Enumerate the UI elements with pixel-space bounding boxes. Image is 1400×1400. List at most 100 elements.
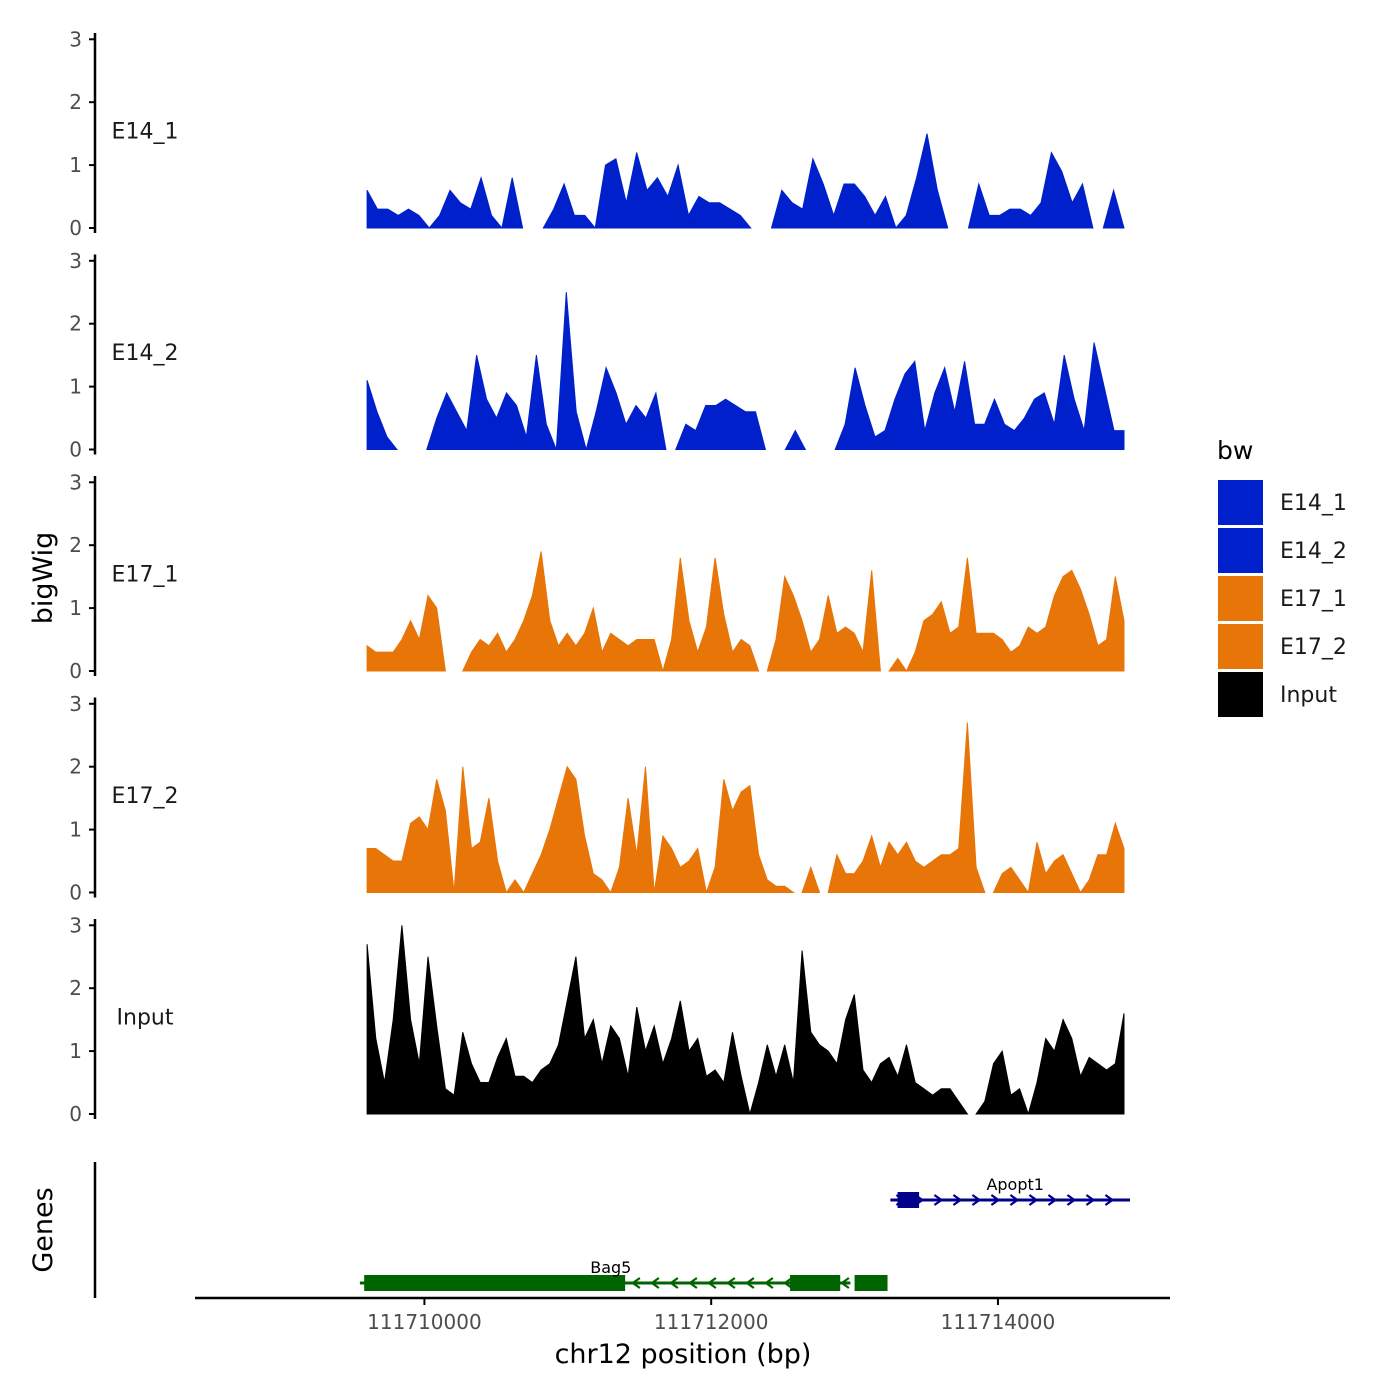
strand-arrow bbox=[744, 1277, 755, 1289]
legend-swatch bbox=[1218, 576, 1263, 621]
strand-arrow bbox=[649, 1277, 660, 1289]
x-tick-label: 111712000 bbox=[654, 1310, 769, 1334]
coverage-area bbox=[784, 429, 807, 450]
coverage-area bbox=[653, 834, 708, 893]
strand-arrow bbox=[1047, 1194, 1058, 1206]
coverage-area bbox=[1027, 842, 1082, 893]
coverage-area bbox=[501, 177, 524, 229]
y-tick-label: 1 bbox=[69, 153, 82, 177]
y-tick-label: 2 bbox=[69, 90, 82, 114]
y-tick-label: 3 bbox=[69, 470, 82, 494]
legend-label: E14_1 bbox=[1280, 491, 1347, 516]
strand-arrow bbox=[933, 1194, 944, 1206]
y-tick-label: 0 bbox=[69, 881, 82, 905]
y-tick-label: 1 bbox=[69, 596, 82, 620]
y-tick-label: 0 bbox=[69, 216, 82, 240]
coverage-area bbox=[426, 354, 558, 450]
legend-swatch bbox=[1218, 480, 1263, 525]
coverage-area bbox=[1079, 821, 1125, 893]
legend-swatch bbox=[1218, 624, 1263, 669]
track-E14_1: 0 1 2 3 E14_1 bbox=[69, 27, 1125, 240]
strand-arrow bbox=[763, 1277, 774, 1289]
gene-label: Apopt1 bbox=[986, 1175, 1044, 1194]
x-axis-title: chr12 position (bp) bbox=[555, 1339, 812, 1370]
coverage-area bbox=[888, 657, 908, 672]
coverage-area bbox=[366, 380, 398, 450]
strand-arrow bbox=[952, 1194, 963, 1206]
coverage-area bbox=[555, 292, 587, 450]
x-tick-label: 111714000 bbox=[941, 1310, 1056, 1334]
legend-swatch bbox=[1218, 528, 1263, 573]
coverage-area bbox=[366, 190, 431, 229]
track-label: E14_1 bbox=[112, 120, 179, 145]
track-E17_2: 0 1 2 3 E17_2 bbox=[69, 692, 1125, 905]
coverage-area bbox=[609, 766, 655, 893]
y-tick-label: 1 bbox=[69, 375, 82, 399]
strand-arrow bbox=[1085, 1194, 1096, 1206]
y-tick-label: 2 bbox=[69, 533, 82, 557]
y-tick-label: 0 bbox=[69, 438, 82, 462]
coverage-area bbox=[453, 766, 507, 893]
genes-panel: Genes Apopt1 Bag5 bbox=[28, 1162, 1130, 1298]
gene-models: Apopt1 Bag5 bbox=[359, 1175, 1130, 1291]
gene-label: Bag5 bbox=[590, 1258, 631, 1277]
coverage-area bbox=[522, 765, 612, 893]
coverage-area bbox=[967, 151, 1094, 229]
coverage-area bbox=[894, 133, 949, 229]
y-tick-label: 1 bbox=[69, 818, 82, 842]
legend-label: E17_1 bbox=[1280, 587, 1347, 612]
strand-arrow bbox=[1009, 1194, 1020, 1206]
track-label: Input bbox=[117, 1006, 174, 1031]
genes-axis-title: Genes bbox=[28, 1187, 59, 1272]
y-tick-label: 3 bbox=[69, 913, 82, 937]
coverage-area bbox=[770, 157, 897, 229]
gene-exon bbox=[854, 1275, 888, 1291]
coverage-area bbox=[662, 557, 760, 672]
coverage-area bbox=[1102, 188, 1125, 229]
y-tick-label: 0 bbox=[69, 659, 82, 683]
y-tick-label: 2 bbox=[69, 755, 82, 779]
x-tick-label: 111710000 bbox=[367, 1310, 482, 1334]
coverage-area bbox=[428, 175, 503, 229]
coverage-area bbox=[675, 398, 767, 450]
coverage-area bbox=[749, 950, 969, 1115]
coverage-area bbox=[766, 570, 881, 672]
legend-label: E17_2 bbox=[1280, 635, 1347, 660]
coverage-area bbox=[975, 1049, 1030, 1115]
legend-swatch bbox=[1218, 672, 1263, 717]
coverage-area bbox=[1027, 1013, 1125, 1115]
y-tick-label: 3 bbox=[69, 249, 82, 273]
y-tick-label: 2 bbox=[69, 976, 82, 1000]
x-axis: 111710000 111712000 111714000 chr12 positi… bbox=[195, 1296, 1170, 1370]
strand-arrow bbox=[1066, 1194, 1077, 1206]
strand-arrow bbox=[630, 1277, 641, 1289]
gene-exon bbox=[364, 1275, 626, 1291]
coverage-area bbox=[366, 925, 751, 1115]
gene-exon bbox=[897, 1192, 920, 1208]
coverage-area bbox=[827, 722, 986, 893]
track-label: E17_2 bbox=[112, 784, 179, 809]
y-tick-label: 2 bbox=[69, 312, 82, 336]
legend-items: E14_1 E14_2 E17_1 E17_2 Input bbox=[1218, 480, 1347, 717]
strand-arrow bbox=[1028, 1194, 1039, 1206]
y-tick-label: 1 bbox=[69, 1039, 82, 1063]
coverage-area bbox=[366, 594, 446, 672]
track-label: E17_1 bbox=[112, 563, 179, 588]
strand-arrow bbox=[725, 1277, 736, 1289]
strand-arrow bbox=[668, 1277, 679, 1289]
track-Input: 0 1 2 3 Input bbox=[69, 913, 1125, 1126]
coverage-area bbox=[585, 366, 667, 450]
strand-arrow bbox=[839, 1277, 850, 1289]
y-tick-label: 3 bbox=[69, 27, 82, 51]
coverage-area bbox=[366, 779, 455, 893]
gene-Bag5: Bag5 bbox=[359, 1258, 888, 1291]
bigwig-tracks: 0 1 2 3 E14_1 0 1 2 3 E14_2 0 1 2 3 E17_1 0 1 2 3 E17_2 0 1 2 3… bbox=[69, 27, 1125, 1126]
coverage-area bbox=[705, 779, 795, 893]
legend-title: bw bbox=[1217, 436, 1253, 465]
coverage-area bbox=[542, 182, 597, 229]
coverage-area bbox=[834, 342, 1125, 450]
track-E17_1: 0 1 2 3 E17_1 bbox=[69, 470, 1125, 683]
coverage-area bbox=[594, 152, 752, 229]
gene-Apopt1: Apopt1 bbox=[890, 1175, 1130, 1208]
